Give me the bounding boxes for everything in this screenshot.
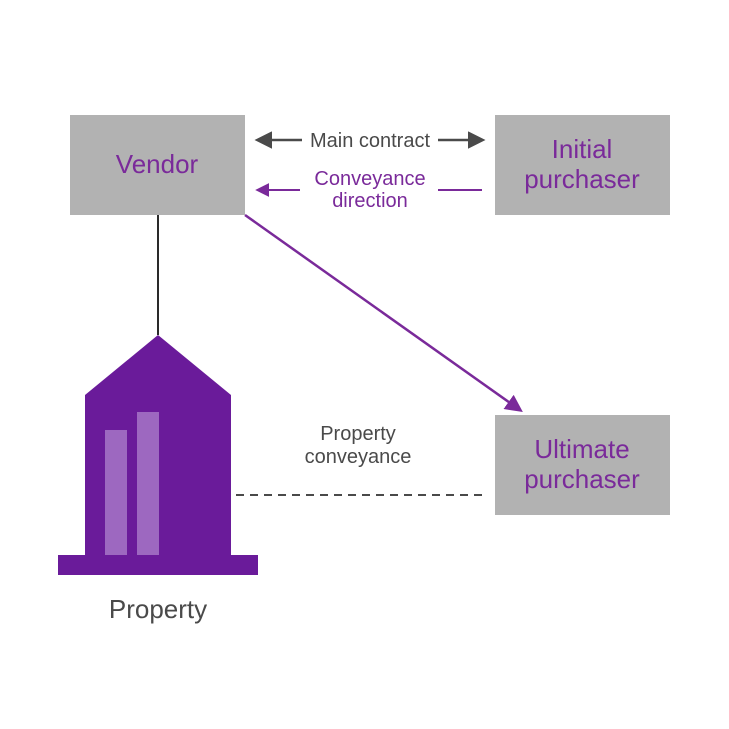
edge-propconv-label2: conveyance [305, 446, 412, 468]
node-ultimate-label2: purchaser [524, 464, 640, 494]
property-label: Property [109, 594, 207, 624]
edge-property-conveyance: Property conveyance [222, 423, 482, 495]
node-ultimate-label1: Ultimate [534, 434, 629, 464]
node-ultimate-purchaser: Ultimate purchaser [495, 415, 670, 515]
node-initial-purchaser: Initial purchaser [495, 115, 670, 215]
edge-propconv-label1: Property [320, 423, 396, 445]
edge-conveyance-label1: Conveyance [314, 168, 425, 190]
property-building-icon [58, 335, 258, 575]
edge-conveyance-direction: Conveyance direction [258, 168, 482, 212]
node-initial-label2: purchaser [524, 164, 640, 194]
node-initial-label1: Initial [552, 134, 613, 164]
node-vendor: Vendor [70, 115, 245, 215]
node-vendor-label: Vendor [116, 149, 199, 179]
edge-main-contract: Main contract [258, 130, 482, 152]
edge-conveyance-label2: direction [332, 190, 408, 212]
edge-vendor-to-ultimate [245, 215, 520, 410]
edge-main-contract-label: Main contract [310, 130, 430, 152]
diagram-canvas: Vendor Initial purchaser Ultimate purcha… [0, 0, 729, 729]
